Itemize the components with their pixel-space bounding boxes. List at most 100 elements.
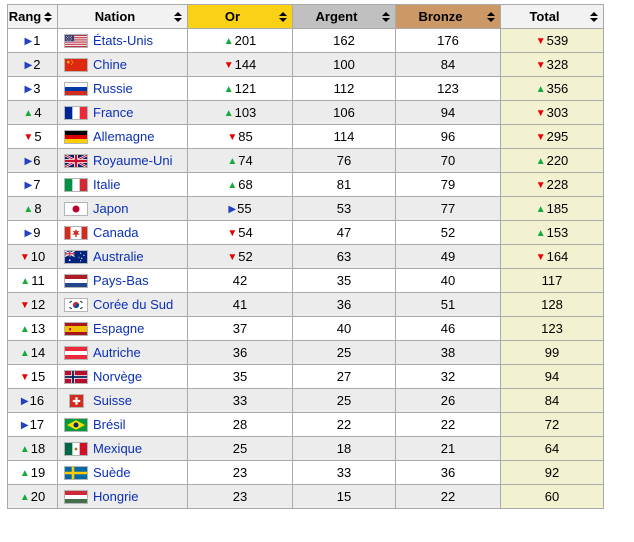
- up-trend-icon: ▲: [223, 84, 234, 95]
- gold-cell: ▲201: [187, 28, 293, 53]
- steady-trend-icon: ▶: [24, 180, 33, 191]
- silver-cell: 25: [292, 340, 396, 365]
- rank-cell: ▲14: [7, 340, 58, 365]
- total-cell: ▼228: [500, 172, 604, 197]
- nation-link[interactable]: Japon: [93, 200, 129, 216]
- rank-value: 16: [29, 393, 45, 408]
- aut-flag-icon: [64, 346, 88, 361]
- gold-value: 85: [238, 129, 253, 144]
- total-value: 153: [546, 225, 569, 240]
- table-row: ▼15 Norvège 35 27 32 94: [7, 364, 604, 389]
- sort-icon[interactable]: [487, 11, 495, 22]
- rank-value: 20: [30, 489, 46, 504]
- gold-value: 35: [232, 369, 248, 384]
- sort-down-arrow: [590, 17, 598, 22]
- rank-value: 19: [30, 465, 46, 480]
- rank-cell: ▶6: [7, 148, 58, 173]
- sort-up-arrow: [44, 11, 52, 16]
- rank-value: 11: [31, 273, 45, 288]
- column-header-bronze[interactable]: Bronze: [395, 4, 501, 29]
- sort-icon[interactable]: [279, 11, 287, 22]
- rank-cell: ▼15: [7, 364, 58, 389]
- total-cell: ▼295: [500, 124, 604, 149]
- gold-value: 121: [234, 81, 257, 96]
- nation-link[interactable]: Canada: [93, 224, 139, 240]
- nation-link[interactable]: Hongrie: [93, 488, 139, 504]
- table-body: ▶1 États-Unis ▲201 162 176 ▼539 ▶2 Chine ▼144 100…: [7, 28, 604, 509]
- column-header-total[interactable]: Total: [500, 4, 604, 29]
- sort-icon[interactable]: [174, 11, 182, 22]
- nation-link[interactable]: États-Unis: [93, 32, 153, 48]
- table-row: ▲4 France ▲103 106 94 ▼303: [7, 100, 604, 125]
- column-header-gold[interactable]: Or: [187, 4, 293, 29]
- down-trend-icon: ▼: [535, 108, 546, 119]
- nation-link[interactable]: France: [93, 104, 134, 120]
- mex-flag-icon: [64, 442, 88, 457]
- rank-value: 4: [34, 105, 42, 120]
- nation-link[interactable]: Mexique: [93, 440, 143, 456]
- page: Rang Nation Or Argent Bronze Total ▶1 États-Un…: [7, 4, 604, 509]
- up-trend-icon: ▲: [227, 156, 238, 167]
- rank-value: 6: [33, 153, 41, 168]
- column-header-silver[interactable]: Argent: [292, 4, 396, 29]
- rank-value: 9: [33, 225, 41, 240]
- hun-flag-icon: [64, 490, 88, 505]
- silver-cell: 100: [292, 52, 396, 77]
- table-row: ▼12 Corée du Sud 41 36 51 128: [7, 292, 604, 317]
- nation-link[interactable]: Russie: [93, 80, 133, 96]
- nation-link[interactable]: Chine: [93, 56, 127, 72]
- silver-cell: 15: [292, 484, 396, 509]
- table-row: ▲19 Suède 23 33 36 92: [7, 460, 604, 485]
- nation-link[interactable]: Brésil: [93, 416, 126, 432]
- nation-cell: Pays-Bas: [57, 268, 188, 293]
- sort-up-arrow: [279, 11, 287, 16]
- rank-cell: ▲4: [7, 100, 58, 125]
- nation-cell: Japon: [57, 196, 188, 221]
- down-trend-icon: ▼: [19, 372, 30, 383]
- total-cell: 117: [500, 268, 604, 293]
- rank-cell: ▶1: [7, 28, 58, 53]
- nation-link[interactable]: Suède: [93, 464, 131, 480]
- total-value: 117: [541, 273, 563, 288]
- gold-value: 52: [238, 249, 253, 264]
- up-trend-icon: ▲: [23, 204, 34, 215]
- nation-cell: Chine: [57, 52, 188, 77]
- table-row: ▶6 Royaume-Uni ▲74 76 70 ▲220: [7, 148, 604, 173]
- bronze-cell: 70: [395, 148, 501, 173]
- rank-cell: ▲19: [7, 460, 58, 485]
- total-cell: ▲356: [500, 76, 604, 101]
- total-value: 356: [546, 81, 569, 96]
- sort-up-arrow: [487, 11, 495, 16]
- total-value: 92: [544, 465, 560, 480]
- nation-link[interactable]: Italie: [93, 176, 121, 192]
- silver-cell: 112: [292, 76, 396, 101]
- nation-link[interactable]: Suisse: [93, 392, 133, 408]
- up-trend-icon: ▲: [535, 84, 546, 95]
- column-label: Bronze: [418, 9, 463, 24]
- nation-link[interactable]: Espagne: [93, 320, 145, 336]
- nation-cell: Suède: [57, 460, 188, 485]
- rank-cell: ▼5: [7, 124, 58, 149]
- nation-link[interactable]: Autriche: [93, 344, 141, 360]
- total-cell: 60: [500, 484, 604, 509]
- sort-icon[interactable]: [44, 11, 52, 22]
- sort-icon[interactable]: [590, 11, 598, 22]
- total-cell: 92: [500, 460, 604, 485]
- silver-cell: 27: [292, 364, 396, 389]
- rank-cell: ▲20: [7, 484, 58, 509]
- nation-link[interactable]: Pays-Bas: [93, 272, 149, 288]
- silver-cell: 36: [292, 292, 396, 317]
- column-header-rank[interactable]: Rang: [7, 4, 58, 29]
- silver-cell: 76: [292, 148, 396, 173]
- table-row: ▶7 Italie ▲68 81 79 ▼228: [7, 172, 604, 197]
- nation-link[interactable]: Allemagne: [93, 128, 155, 144]
- nation-link[interactable]: Australie: [93, 248, 144, 264]
- rank-value: 10: [30, 249, 46, 264]
- sort-up-arrow: [382, 11, 390, 16]
- nation-link[interactable]: Royaume-Uni: [93, 152, 173, 168]
- down-trend-icon: ▼: [535, 132, 546, 143]
- sort-icon[interactable]: [382, 11, 390, 22]
- nation-link[interactable]: Corée du Sud: [93, 296, 174, 312]
- nation-link[interactable]: Norvège: [93, 368, 143, 384]
- column-header-nation[interactable]: Nation: [57, 4, 188, 29]
